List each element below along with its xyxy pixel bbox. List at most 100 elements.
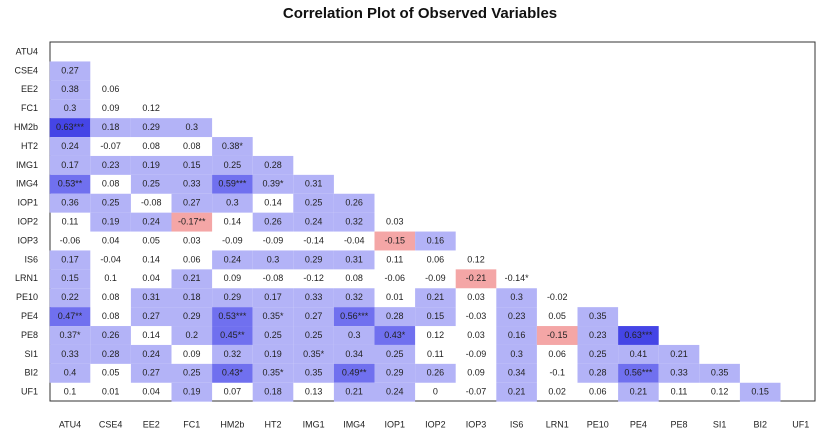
cell-label: 0.15 bbox=[427, 311, 445, 321]
cell-label: 0.24 bbox=[142, 216, 160, 226]
cell-label: 0.15 bbox=[751, 387, 769, 397]
cell-label: 0.35 bbox=[589, 311, 607, 321]
cell-label: 0.28 bbox=[589, 368, 607, 378]
heatmap-cell bbox=[333, 326, 375, 345]
cell-label: 0.25 bbox=[183, 368, 201, 378]
cell-label: 0.06 bbox=[589, 387, 607, 397]
cell-label: 0.19 bbox=[142, 160, 160, 170]
cell-label: 0.14 bbox=[224, 216, 242, 226]
cell-label: 0.16 bbox=[427, 235, 445, 245]
cell-label: 0.24 bbox=[142, 349, 160, 359]
heatmap-cell bbox=[171, 382, 213, 402]
heatmap-cell bbox=[90, 344, 131, 364]
heatmap-cell bbox=[49, 80, 91, 100]
y-tick-label: PE4 bbox=[21, 311, 38, 321]
heatmap-cell bbox=[374, 326, 416, 345]
heatmap-cell bbox=[171, 269, 213, 289]
cell-label: 0.19 bbox=[264, 349, 282, 359]
cell-label: 0.12 bbox=[142, 103, 160, 113]
cell-label: 0.38* bbox=[222, 141, 244, 151]
cell-label: 0.19 bbox=[183, 387, 201, 397]
cell-label: 0.53*** bbox=[218, 311, 247, 321]
x-tick-label: IMG4 bbox=[343, 419, 365, 429]
plot-frame bbox=[49, 41, 816, 402]
cell-label: 0.07 bbox=[224, 387, 242, 397]
heatmap-cell bbox=[49, 326, 91, 345]
cell-label: 0.12 bbox=[711, 387, 729, 397]
x-tick-label: IMG1 bbox=[303, 419, 325, 429]
heatmap-cell bbox=[293, 344, 334, 364]
cell-label: 0.3 bbox=[267, 254, 280, 264]
heatmap-cell bbox=[293, 250, 334, 270]
heatmap-cell bbox=[171, 307, 213, 327]
cell-label: 0.19 bbox=[102, 216, 120, 226]
heatmap-cell bbox=[415, 363, 456, 383]
cell-label: 0.03 bbox=[467, 330, 485, 340]
cell-label: 0.24 bbox=[386, 387, 404, 397]
cell-label: -0.1 bbox=[549, 368, 565, 378]
heatmap-cell bbox=[577, 307, 619, 327]
x-tick-label: PE4 bbox=[630, 419, 647, 429]
heatmap-cell bbox=[374, 344, 416, 364]
cell-label: 0.35* bbox=[262, 311, 284, 321]
heatmap-cell bbox=[90, 326, 131, 345]
cell-label: 0.09 bbox=[224, 273, 242, 283]
cell-label: 0.3 bbox=[226, 198, 239, 208]
heatmap-cell bbox=[49, 174, 91, 194]
heatmap-cell bbox=[415, 288, 456, 308]
cell-label: 0.21 bbox=[508, 387, 526, 397]
cell-label: 0.63*** bbox=[56, 122, 85, 132]
heatmap-cell bbox=[496, 363, 537, 383]
cell-label: 0.35* bbox=[303, 349, 325, 359]
heatmap-cell bbox=[49, 363, 91, 383]
cell-label: -0.06 bbox=[385, 273, 406, 283]
cell-label: 0.15 bbox=[61, 273, 79, 283]
cell-label: 0.11 bbox=[671, 387, 688, 397]
heatmap-cell bbox=[333, 307, 375, 327]
cell-label: 0.27 bbox=[142, 311, 160, 321]
x-tick-label: IOP2 bbox=[425, 419, 446, 429]
x-tick-label: HT2 bbox=[264, 419, 281, 429]
heatmap-cell bbox=[49, 344, 91, 364]
heatmap-cell bbox=[293, 288, 334, 308]
cell-label: -0.17** bbox=[178, 216, 206, 226]
heatmap-cell bbox=[536, 326, 578, 345]
cell-label: 0.11 bbox=[62, 216, 79, 226]
cell-label: 0.18 bbox=[183, 292, 201, 302]
heatmap-cell bbox=[171, 212, 213, 232]
cell-label: 0.08 bbox=[142, 141, 160, 151]
cell-label: 0.09 bbox=[467, 368, 485, 378]
heatmap-cell bbox=[171, 193, 213, 213]
cell-label: 0.2 bbox=[186, 330, 199, 340]
cell-label: 0.01 bbox=[386, 292, 404, 302]
cell-label: 0.16 bbox=[508, 330, 526, 340]
heatmap-cell bbox=[374, 307, 416, 327]
heatmap-cell bbox=[415, 307, 456, 327]
x-tick-label: BI2 bbox=[753, 419, 767, 429]
cell-label: 0.56*** bbox=[340, 311, 369, 321]
heatmap-cell bbox=[252, 344, 294, 364]
cell-label: 0.04 bbox=[142, 387, 160, 397]
cell-label: -0.03 bbox=[466, 311, 487, 321]
heatmap-cell bbox=[333, 363, 375, 383]
y-tick-label: IOP3 bbox=[17, 235, 38, 245]
cell-label: 0.34 bbox=[508, 368, 526, 378]
cell-label: 0.03 bbox=[467, 292, 485, 302]
heatmap-cell bbox=[658, 344, 700, 364]
heatmap-cell bbox=[171, 155, 213, 175]
heatmap-cell bbox=[618, 326, 659, 345]
heatmap-cell bbox=[699, 363, 740, 383]
cell-label: 0.13 bbox=[305, 387, 323, 397]
heatmap-cell bbox=[293, 363, 334, 383]
cell-label: 0.25 bbox=[142, 179, 160, 189]
heatmap-cell bbox=[90, 212, 131, 232]
cell-label: 0.1 bbox=[64, 387, 77, 397]
heatmap-cell bbox=[658, 363, 700, 383]
cell-label: -0.07 bbox=[466, 387, 487, 397]
cell-label: 0.59*** bbox=[218, 179, 247, 189]
heatmap-cell bbox=[496, 326, 537, 345]
cell-label: 0.25 bbox=[589, 349, 607, 359]
cell-label: 0.21 bbox=[183, 273, 201, 283]
heatmap-cell bbox=[49, 155, 91, 175]
